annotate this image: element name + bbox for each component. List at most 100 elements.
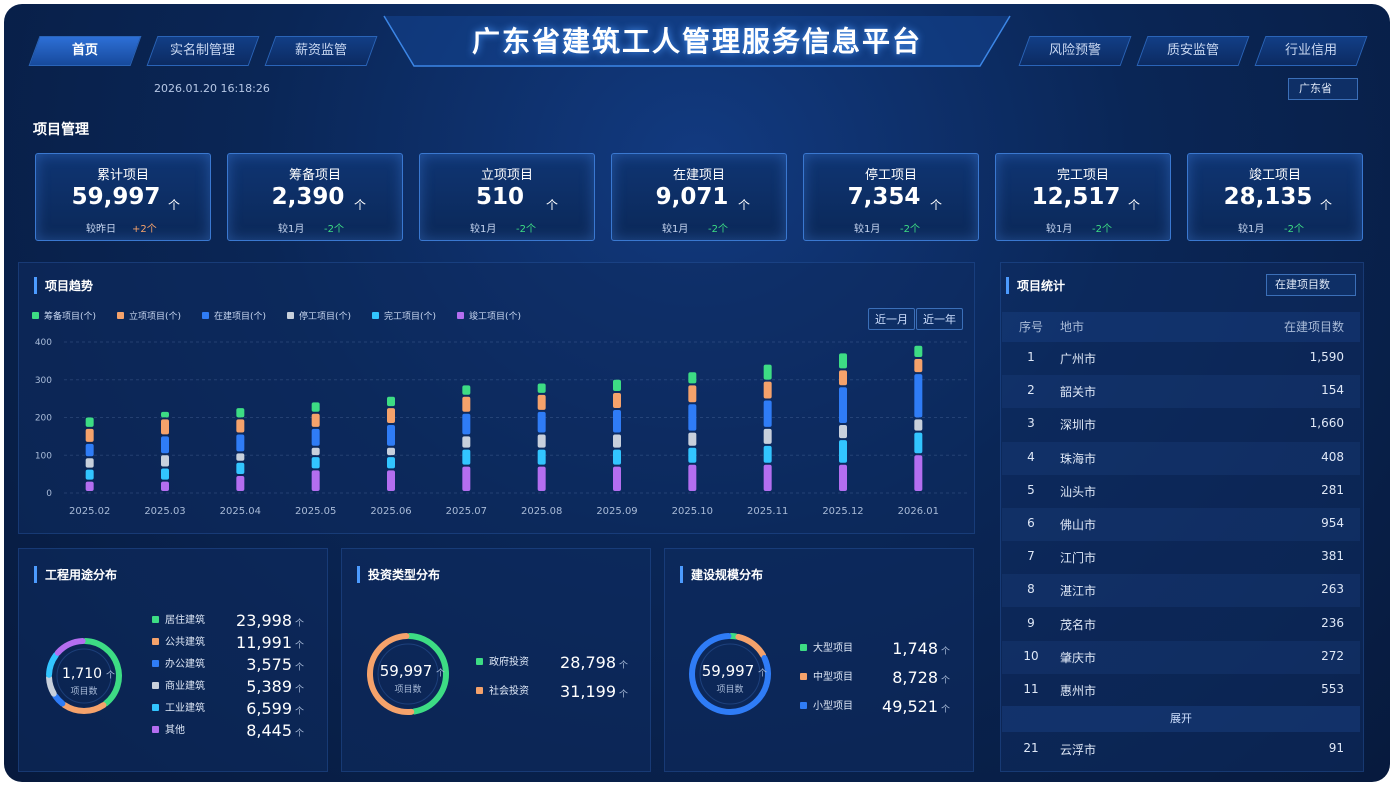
nav-tab[interactable]: 风险预警 xyxy=(1018,36,1132,66)
table-cell: 7 xyxy=(1027,549,1035,564)
nav-label: 行业信用 xyxy=(1284,43,1337,58)
range-button[interactable]: 近一年 xyxy=(916,308,963,330)
kpi-label: 立项项目 xyxy=(480,168,533,183)
table-cell: 91 xyxy=(1328,741,1344,755)
kpi-compare: 较1月 xyxy=(470,224,497,235)
kpi-delta: -2个 xyxy=(900,224,920,235)
nav-label: 风险预警 xyxy=(1048,43,1101,58)
nav-tab[interactable]: 薪资监管 xyxy=(264,36,378,66)
kpi-compare: 较1月 xyxy=(662,224,689,235)
kpi-value: 510 xyxy=(475,184,524,210)
table-cell: 1 xyxy=(1027,350,1035,364)
kpi-compare: 较1月 xyxy=(278,224,305,235)
kpi-label: 在建项目 xyxy=(672,168,725,183)
table-cell: 8 xyxy=(1027,582,1035,597)
table-row-bg xyxy=(1002,508,1360,541)
nav-label: 首页 xyxy=(71,43,98,58)
nav-label: 薪资监管 xyxy=(294,43,347,58)
expand-button[interactable]: 展开 xyxy=(1002,706,1360,732)
table-cell: 佛山市 xyxy=(1060,518,1097,532)
table-cell: 408 xyxy=(1321,449,1344,464)
table-row-bg xyxy=(1002,375,1360,409)
table-cell: 10 xyxy=(1023,648,1039,663)
nav-tab[interactable]: 首页 xyxy=(28,36,142,66)
kpi-unit: 个 xyxy=(168,198,181,212)
table-cell: 2 xyxy=(1027,383,1035,398)
panel xyxy=(341,548,651,772)
panel-title: 建设规模分布 xyxy=(680,566,763,583)
table-cell: 1,590 xyxy=(1309,350,1344,364)
table-row-bg xyxy=(1002,574,1360,608)
kpi-delta: -2个 xyxy=(1092,224,1112,235)
table-cell: 云浮市 xyxy=(1060,743,1097,757)
datetime: 2026.01.20 16:18:26 xyxy=(154,82,270,95)
nav-tab[interactable]: 质安监管 xyxy=(1136,36,1250,66)
table-cell: 272 xyxy=(1321,648,1344,663)
table-cell: 553 xyxy=(1321,682,1344,696)
kpi-delta: -2个 xyxy=(324,224,344,235)
dashboard: 广东省建筑工人管理服务信息平台首页 实名制管理 薪资监管 风险预警 质安监管 行业信用 20… xyxy=(4,4,1390,782)
kpi-card: 立项项目 510 个较1月 -2个 xyxy=(419,153,595,241)
table-header: 在建项目数 xyxy=(1283,320,1344,334)
panel-title: 项目趋势 xyxy=(34,277,93,294)
table-cell: 281 xyxy=(1321,482,1344,497)
table-cell: 381 xyxy=(1321,549,1344,564)
table-cell: 汕头市 xyxy=(1060,484,1097,499)
kpi-label: 停工项目 xyxy=(864,168,917,183)
panel-title: 项目统计 xyxy=(1006,277,1065,294)
table-header-row xyxy=(1002,312,1360,342)
kpi-card: 筹备项目 2,390 个较1月 -2个 xyxy=(227,153,403,241)
kpi-delta: -2个 xyxy=(1284,224,1304,235)
kpi-value: 12,517 xyxy=(1031,184,1121,210)
table-cell: 韶关市 xyxy=(1060,385,1097,400)
table-cell: 肇庆市 xyxy=(1060,650,1097,665)
table-cell: 6 xyxy=(1027,516,1035,530)
table-cell: 154 xyxy=(1321,383,1344,398)
kpi-label: 累计项目 xyxy=(96,168,149,183)
region-select[interactable]: 广东省 xyxy=(1288,78,1358,100)
kpi-unit: 个 xyxy=(1320,198,1333,212)
kpi-value: 59,997 xyxy=(71,184,161,210)
table-cell: 954 xyxy=(1321,516,1344,530)
kpi-compare: 较昨日 xyxy=(86,224,116,235)
table-cell: 11 xyxy=(1023,682,1039,696)
table-cell: 1,660 xyxy=(1309,416,1344,431)
kpi-value: 7,354 xyxy=(847,184,921,210)
kpi-delta: +2个 xyxy=(132,224,157,235)
panel-title: 工程用途分布 xyxy=(34,566,117,583)
kpi-card: 停工项目 7,354 个较1月 -2个 xyxy=(803,153,979,241)
table-cell: 江门市 xyxy=(1060,551,1097,566)
table-cell: 深圳市 xyxy=(1060,418,1097,433)
kpi-unit: 个 xyxy=(1128,198,1141,212)
kpi-unit: 个 xyxy=(738,198,751,212)
nav-tab[interactable]: 行业信用 xyxy=(1254,36,1368,66)
table-cell: 21 xyxy=(1023,741,1039,755)
kpi-label: 竣工项目 xyxy=(1248,168,1301,183)
table-cell: 广州市 xyxy=(1060,352,1097,366)
table-header: 序号 xyxy=(1018,320,1043,334)
table-cell: 263 xyxy=(1321,582,1344,597)
kpi-label: 完工项目 xyxy=(1056,168,1109,183)
stat-select[interactable]: 在建项目数 xyxy=(1266,274,1356,296)
section-title: 项目管理 xyxy=(33,122,89,138)
kpi-unit: 个 xyxy=(930,198,943,212)
range-button[interactable]: 近一月 xyxy=(868,308,915,330)
table-cell: 惠州市 xyxy=(1060,684,1097,698)
kpi-card: 完工项目 12,517 个较1月 -2个 xyxy=(995,153,1171,241)
kpi-card: 累计项目 59,997 个较昨日 +2个 xyxy=(35,153,211,241)
table-cell: 9 xyxy=(1027,615,1035,630)
table-cell: 5 xyxy=(1027,482,1035,497)
panel xyxy=(18,262,975,534)
nav-tab[interactable]: 实名制管理 xyxy=(146,36,260,66)
table-cell: 珠海市 xyxy=(1060,451,1097,466)
panel-title: 投资类型分布 xyxy=(357,566,440,583)
nav-label: 质安监管 xyxy=(1166,43,1219,58)
page-title: 广东省建筑工人管理服务信息平台 xyxy=(471,25,922,58)
nav-label: 实名制管理 xyxy=(170,43,236,58)
table-row-bg xyxy=(1002,441,1360,475)
table-row-bg xyxy=(1002,640,1360,674)
kpi-label: 筹备项目 xyxy=(288,168,341,183)
kpi-compare: 较1月 xyxy=(1046,224,1073,235)
kpi-card: 竣工项目 28,135 个较1月 -2个 xyxy=(1187,153,1363,241)
kpi-compare: 较1月 xyxy=(1238,224,1265,235)
